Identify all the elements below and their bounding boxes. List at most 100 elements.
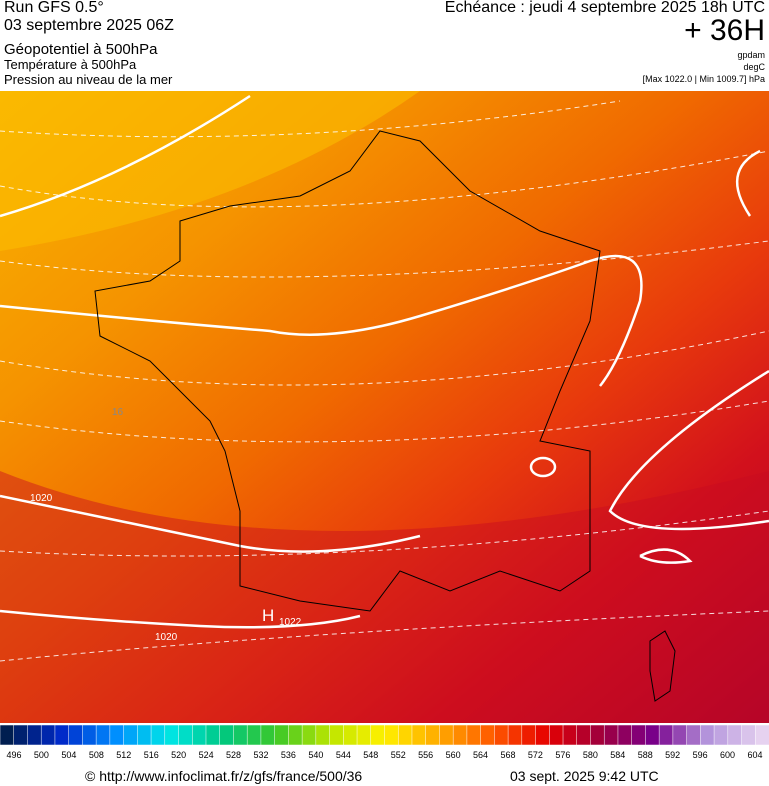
colorbar-swatch [494,724,509,746]
colorbar-label: 560 [446,750,461,760]
colorbar-swatch [178,724,193,746]
colorbar-swatch [315,724,331,746]
colorbar-swatch [631,724,647,746]
colorbar-swatch [439,724,454,746]
colorbar-swatch [603,724,619,746]
colorbar-swatch [27,724,42,746]
colorbar-swatch [370,724,386,746]
corsica [649,630,676,702]
colorbar-swatch [549,724,564,746]
colorbar-label: 500 [34,750,49,760]
colorbar-swatch [452,724,468,746]
colorbar-label: 540 [308,750,323,760]
colorbar-swatch [68,724,84,746]
colorbar-swatch [521,724,537,746]
colorbar-swatch [246,724,262,746]
colorbar-swatch [137,724,152,746]
colorbar-swatch [274,724,290,746]
colorbar-swatch [562,724,578,746]
colorbar-swatch [288,724,303,746]
isobar-label: 1020 [155,632,178,643]
colorbar-label: 568 [500,750,515,760]
colorbar-swatch [233,724,248,746]
colorbar-swatch [0,724,15,746]
colorbar-swatch [658,724,674,746]
colorbar-swatch [13,724,29,746]
colorbar-label: 604 [747,750,762,760]
colorbar-swatch [329,724,345,746]
colorbar-swatch [164,724,180,746]
colorbar-swatch [150,724,166,746]
colorbar-swatch [686,724,702,746]
geopotential-lines [0,100,769,662]
colorbar-swatch [411,724,427,746]
footer-url: © http://www.infoclimat.fr/z/gfs/france/… [85,768,363,784]
temperature-band [0,471,769,723]
field-label: Température à 500hPa [4,57,137,72]
high-value: 1022 [279,617,302,628]
colorbar-swatch [54,724,70,746]
colorbar-label: 564 [473,750,488,760]
colorbar-swatch [727,724,743,746]
colorbar-swatch [260,724,276,746]
colorbar-swatch [384,724,399,746]
unit-label: [Max 1022.0 | Min 1009.7] hPa [642,74,765,84]
colorbar-swatch [356,724,372,746]
field-label: Géopotentiel à 500hPa [4,41,158,58]
colorbar-label: 572 [528,750,543,760]
footer-timestamp: 03 sept. 2025 9:42 UTC [510,768,659,784]
colorbar-swatch [192,724,207,746]
colorbar-label: 556 [418,750,433,760]
colorbar-label: 596 [693,750,708,760]
colorbar-swatch [219,724,235,746]
isotherm-label: 16 [112,407,124,418]
colorbar-swatch [507,724,523,746]
colorbar-label: 520 [171,750,186,760]
colorbar-swatch [95,724,111,746]
colorbar-swatch [343,724,358,746]
colorbar-label: 548 [363,750,378,760]
colorbar-swatch [700,724,715,746]
high-marker: H [262,606,274,625]
run-title: Run GFS 0.5° [4,0,104,16]
colorbar-label: 536 [281,750,296,760]
colorbar-label: 528 [226,750,241,760]
map: 1020 1020 16 H 1022 [0,91,769,723]
colorbar-swatch [645,724,660,746]
colorbar-swatch [397,724,413,746]
colorbar-swatch [480,724,496,746]
temperature-band [0,91,420,251]
colorbar-label: 552 [391,750,406,760]
lead-time: + 36H [684,14,765,47]
colorbar-label: 504 [61,750,76,760]
forecast-time: Echéance : jeudi 4 septembre 2025 18h UT… [444,0,765,16]
colorbar-label: 576 [555,750,570,760]
colorbar-swatch [205,724,221,746]
colorbar-swatch [109,724,125,746]
colorbar-swatch [617,724,633,746]
colorbar-label: 496 [6,750,21,760]
colorbar-swatch [425,724,441,746]
colorbar-swatch [535,724,551,746]
unit-label: degC [743,62,765,72]
colorbar-label: 508 [89,750,104,760]
colorbar-label: 524 [199,750,214,760]
colorbar-label: 580 [583,750,598,760]
colorbar-label: 592 [665,750,680,760]
colorbar-label: 600 [720,750,735,760]
colorbar-swatch [40,724,56,746]
colorbar-label: 516 [144,750,159,760]
colorbar-label: 532 [253,750,268,760]
run-date: 03 septembre 2025 06Z [4,17,174,34]
colorbar-swatch [713,724,729,746]
colorbar-swatch [123,724,139,746]
colorbar-label: 584 [610,750,625,760]
colorbar-label: 588 [638,750,653,760]
colorbar-swatch [672,724,688,746]
coastline [94,130,601,612]
colorbar-label: 544 [336,750,351,760]
colorbar-swatch [590,724,605,746]
colorbar: 496 500 504 508 512 516 520 524 528 532 536 540 544 5… [0,724,769,760]
colorbar-swatch [576,724,592,746]
unit-label: gpdam [737,50,765,60]
